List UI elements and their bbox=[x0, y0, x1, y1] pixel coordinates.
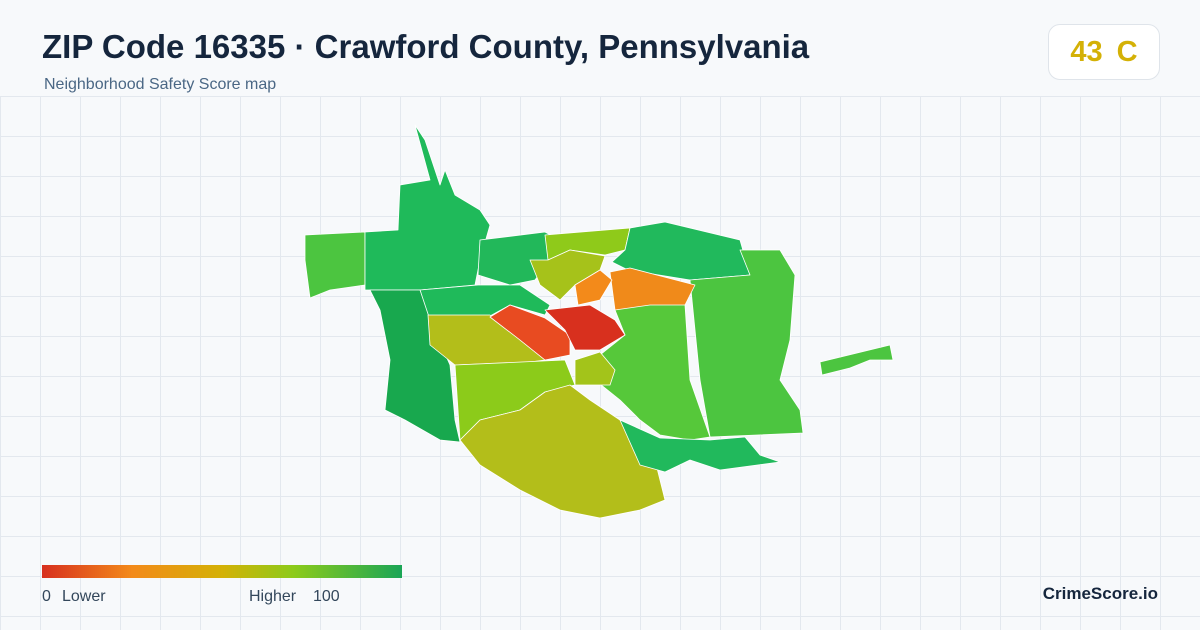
legend-max: 100 bbox=[313, 588, 340, 605]
region bbox=[544, 304, 626, 351]
region bbox=[574, 269, 613, 306]
score: 43 bbox=[1070, 35, 1103, 68]
region bbox=[619, 419, 781, 473]
header bbox=[0, 0, 1200, 96]
subtitle: Neighborhood Safety Score map bbox=[44, 76, 277, 93]
legend-min: 0 bbox=[42, 588, 51, 605]
region bbox=[574, 351, 616, 386]
legend-max-label: Higher bbox=[249, 588, 297, 605]
legend-min-label: Lower bbox=[62, 588, 106, 605]
brand: CrimeScore.io bbox=[1042, 584, 1158, 603]
region bbox=[364, 124, 491, 291]
region bbox=[819, 344, 894, 376]
region bbox=[304, 231, 366, 299]
region bbox=[489, 304, 571, 361]
grade: C bbox=[1116, 35, 1138, 68]
region bbox=[419, 284, 551, 317]
score-badge: 43 C bbox=[1048, 24, 1160, 80]
region bbox=[689, 249, 804, 438]
legend-bar bbox=[42, 565, 402, 578]
title: ZIP Code 16335 · Crawford County, Pennsy… bbox=[42, 28, 810, 65]
